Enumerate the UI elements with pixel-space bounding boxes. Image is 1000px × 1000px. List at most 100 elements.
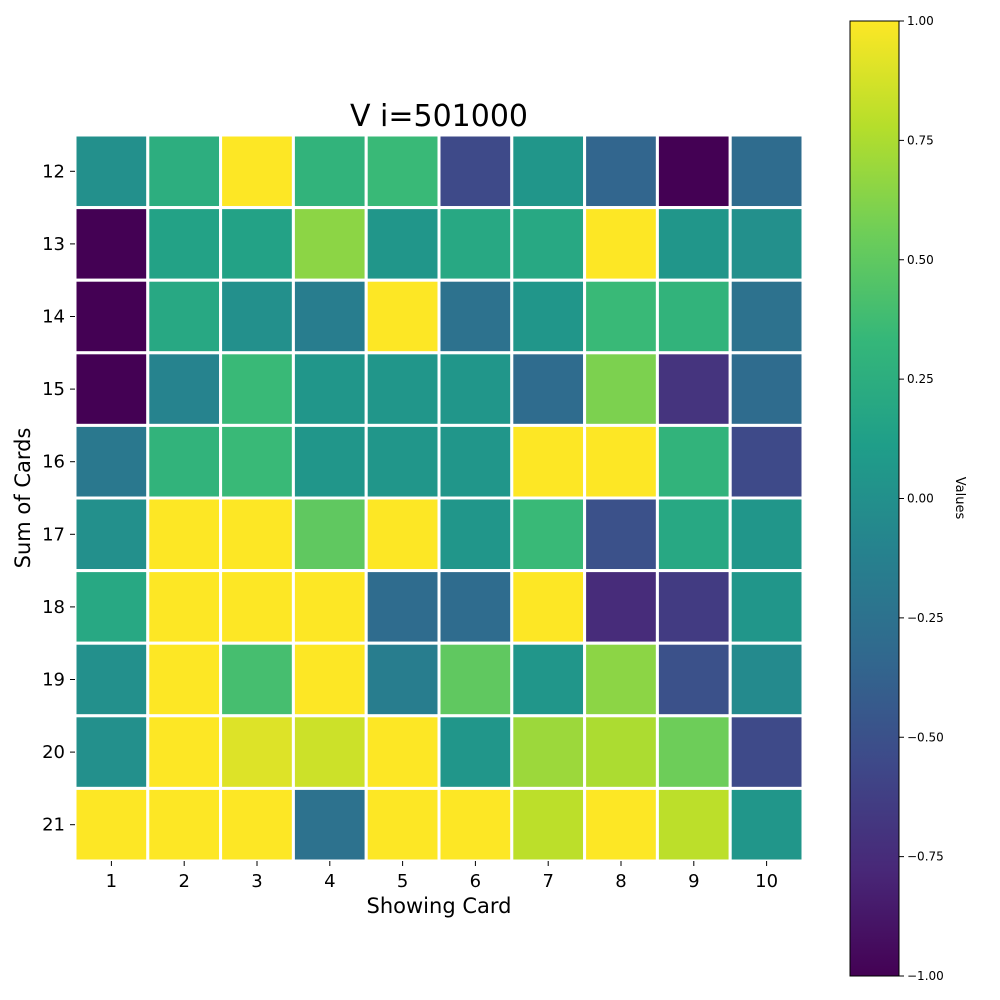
x-tick-label: 9 xyxy=(688,871,699,892)
heatmap-cell-r13-c9 xyxy=(655,206,732,282)
heatmap-cell-r19-c1 xyxy=(73,641,150,718)
heatmap-cell-r21-c10 xyxy=(728,786,805,863)
heatmap-cell-r18-c6 xyxy=(437,569,514,645)
heatmap-cell-r13-c1 xyxy=(73,206,150,282)
heatmap-cell-r21-c1 xyxy=(73,786,150,863)
y-tick-label: 15 xyxy=(42,379,65,400)
heatmap-cell-r16-c9 xyxy=(655,423,732,500)
heatmap-cell-r18-c9 xyxy=(655,569,732,645)
heatmap-cell-r12-c9 xyxy=(655,133,732,210)
colorbar-tick-label: 0.00 xyxy=(907,492,934,506)
heatmap-cell-r14-c4 xyxy=(291,278,368,355)
colorbar-ticks: 1.00 0.75 0.50 0.25 0.00 −0.25 −0.50 −0.75 −1.00 xyxy=(899,14,944,983)
heatmap-cell-r20-c1 xyxy=(73,714,150,790)
x-tick-label: 10 xyxy=(755,871,778,892)
heatmap-cell-r14-c10 xyxy=(728,278,805,355)
heatmap-cell-r17-c8 xyxy=(583,496,659,573)
heatmap-cell-r17-c10 xyxy=(728,496,805,573)
y-axis-ticks: 12 13 14 15 16 17 18 19 20 21 xyxy=(42,161,75,836)
y-axis-label: Sum of Cards xyxy=(11,428,35,569)
heatmap-cell-r12-c10 xyxy=(728,133,805,210)
heatmap-cell-r16-c3 xyxy=(219,423,295,500)
heatmap-cell-r18-c2 xyxy=(146,569,223,645)
heatmap-cell-r15-c3 xyxy=(219,351,295,427)
colorbar xyxy=(849,20,900,977)
x-tick-label: 3 xyxy=(251,871,262,892)
heatmap-cell-r18-c8 xyxy=(583,569,659,645)
heatmap-cell-r15-c10 xyxy=(728,351,805,427)
colorbar-tick-label: 0.50 xyxy=(907,253,934,267)
x-axis-ticks: 1 2 3 4 5 6 7 8 9 10 xyxy=(106,861,778,892)
heatmap-cell-r12-c7 xyxy=(510,133,587,210)
heatmap-cell-r14-c6 xyxy=(437,278,514,355)
heatmap-cell-r21-c6 xyxy=(437,786,514,863)
heatmap-cell-r15-c7 xyxy=(510,351,587,427)
x-tick-label: 5 xyxy=(397,871,408,892)
x-tick-label: 2 xyxy=(178,871,189,892)
y-tick-label: 21 xyxy=(42,815,65,836)
heatmap-cell-r15-c8 xyxy=(583,351,659,427)
heatmap-cell-r17-c1 xyxy=(73,496,150,573)
heatmap-cell-r18-c3 xyxy=(219,569,295,645)
y-tick-label: 19 xyxy=(42,670,65,691)
heatmap-cell-r15-c6 xyxy=(437,351,514,427)
heatmap-cell-r12-c3 xyxy=(219,133,295,210)
heatmap-cell-r20-c3 xyxy=(219,714,295,790)
heatmap-cell-r18-c5 xyxy=(364,569,441,645)
heatmap-cell-r12-c5 xyxy=(364,133,441,210)
heatmap-cell-r17-c6 xyxy=(437,496,514,573)
heatmap-cell-r13-c5 xyxy=(364,206,441,282)
heatmap-cell-r19-c6 xyxy=(437,641,514,718)
heatmap-cell-r21-c7 xyxy=(510,786,587,863)
heatmap-cell-r12-c8 xyxy=(583,133,659,210)
heatmap-cell-r19-c4 xyxy=(291,641,368,718)
heatmap-cell-r17-c7 xyxy=(510,496,587,573)
heatmap-cell-r21-c2 xyxy=(146,786,223,863)
heatmap-cell-r13-c3 xyxy=(219,206,295,282)
y-tick-label: 12 xyxy=(42,161,65,182)
y-tick-label: 17 xyxy=(42,524,65,545)
heatmap-cell-r21-c8 xyxy=(583,786,659,863)
heatmap-cell-r15-c5 xyxy=(364,351,441,427)
x-tick-label: 4 xyxy=(324,871,335,892)
heatmap-cell-r13-c2 xyxy=(146,206,223,282)
y-tick-label: 20 xyxy=(42,742,65,763)
heatmap-cell-r20-c8 xyxy=(583,714,659,790)
heatmap-cell-r16-c5 xyxy=(364,423,441,500)
heatmap-cell-r15-c1 xyxy=(73,351,150,427)
heatmap-cell-r19-c10 xyxy=(728,641,805,718)
heatmap-cell-r17-c3 xyxy=(219,496,295,573)
colorbar-label: Values xyxy=(952,477,967,520)
colorbar-tick-label: −0.25 xyxy=(907,611,944,625)
heatmap-cell-r16-c7 xyxy=(510,423,587,500)
heatmap-cell-r14-c2 xyxy=(146,278,223,355)
x-tick-label: 1 xyxy=(106,871,117,892)
heatmap-cell-r18-c7 xyxy=(510,569,587,645)
heatmap-cell-r17-c9 xyxy=(655,496,732,573)
y-tick-label: 14 xyxy=(42,307,65,328)
heatmap-cell-r19-c7 xyxy=(510,641,587,718)
heatmap-cell-r20-c4 xyxy=(291,714,368,790)
colorbar-tick-label: −0.75 xyxy=(907,850,944,864)
colorbar-tick-label: −0.50 xyxy=(907,730,944,744)
colorbar-tick-label: 1.00 xyxy=(907,14,934,28)
heatmap-cell-r13-c10 xyxy=(728,206,805,282)
heatmap-cell-r18-c10 xyxy=(728,569,805,645)
x-axis-label: Showing Card xyxy=(367,894,512,918)
heatmap-cell-r20-c10 xyxy=(728,714,805,790)
heatmap-cell-r13-c6 xyxy=(437,206,514,282)
heatmap-cell-r20-c5 xyxy=(364,714,441,790)
heatmap-cell-r12-c6 xyxy=(437,133,514,210)
heatmap-cell-r12-c1 xyxy=(73,133,150,210)
heatmap-cell-r14-c7 xyxy=(510,278,587,355)
y-tick-label: 18 xyxy=(42,597,65,618)
x-tick-label: 7 xyxy=(542,871,553,892)
heatmap-cell-r16-c2 xyxy=(146,423,223,500)
heatmap-cell-r17-c4 xyxy=(291,496,368,573)
heatmap-cell-r21-c4 xyxy=(291,786,368,863)
chart-title: V i=501000 xyxy=(350,99,528,134)
heatmap-cell-r14-c8 xyxy=(583,278,659,355)
heatmap-cell-r13-c7 xyxy=(510,206,587,282)
heatmap-cell-r18-c4 xyxy=(291,569,368,645)
